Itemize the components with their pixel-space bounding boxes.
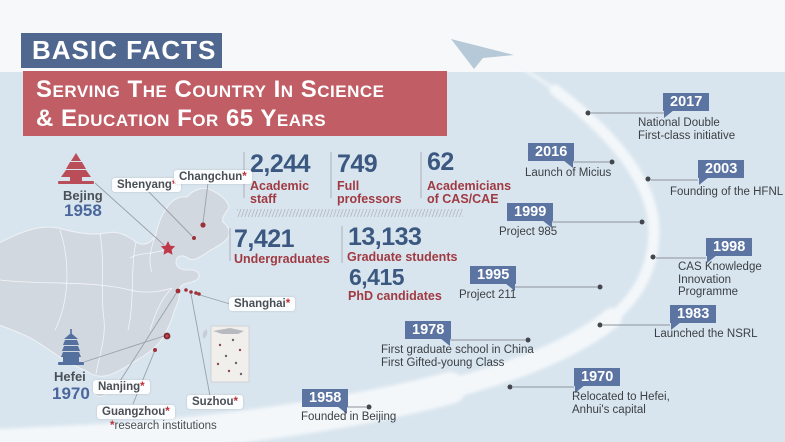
- divider: [420, 152, 422, 198]
- city-name: Shanghai: [234, 298, 286, 310]
- city-name: Suzhou: [192, 396, 234, 408]
- city-label-suzhou: Suzhou*: [187, 395, 244, 409]
- campus-year-hefei: 1970: [52, 384, 90, 403]
- map-connectors: [83, 182, 231, 405]
- pagoda-icon-hefei: [58, 329, 84, 365]
- timeline-badge-1999: 1999: [507, 203, 554, 228]
- map-footnote: *research institutions: [110, 420, 217, 432]
- map-dots: [153, 222, 206, 352]
- asterisk: *: [110, 420, 115, 432]
- city-label-changchun: Changchun*: [174, 170, 252, 184]
- arrow-icon: [451, 39, 514, 69]
- inset-map: [210, 325, 250, 383]
- stat-full-professors-label: Full professors: [337, 179, 402, 206]
- timeline-desc-1978: First graduate school in China First Gif…: [381, 344, 534, 369]
- city-label-shenyang: Shenyang*: [112, 178, 182, 192]
- city-name: Shenyang: [117, 179, 172, 191]
- timeline-badge-1958: 1958: [302, 389, 349, 414]
- timeline-desc-1970: Relocated to Hefei, Anhui's capital: [572, 391, 670, 416]
- city-name: Guangzhou: [102, 406, 166, 418]
- timeline-badge-1978: 1978: [405, 321, 452, 346]
- stat-phd-candidates-label: PhD candidates: [348, 289, 442, 303]
- city-label-nanjing: Nanjing*: [93, 380, 150, 394]
- timeline-badge-1998: 1998: [706, 238, 753, 263]
- asterisk: *: [285, 298, 291, 310]
- pagoda-icon-beijing: [58, 153, 94, 184]
- page-subtitle: Serving The Country In Science & Educati…: [23, 71, 447, 136]
- province-borders: [0, 229, 173, 375]
- city-name: Nanjing: [98, 381, 141, 393]
- timeline-badge-1983: 1983: [670, 305, 717, 330]
- asterisk: *: [165, 406, 170, 418]
- campus-label-bejing: Bejing: [63, 188, 103, 203]
- timeline-desc-2017: National Double First-class initiative: [638, 117, 736, 142]
- timeline-desc-1998: CAS Knowledge Innovation Programme: [678, 261, 762, 298]
- stat-undergraduates-value: 7,421: [234, 225, 295, 253]
- divider: [229, 228, 231, 261]
- asterisk: *: [233, 396, 239, 408]
- timeline-desc-1999: Project 985: [499, 226, 558, 238]
- star-icon-beijing: [160, 241, 176, 255]
- timeline-desc-1995: Project 211: [459, 289, 517, 301]
- timeline-badge-1970: 1970: [574, 368, 621, 393]
- asterisk: *: [242, 171, 247, 183]
- hatched-divider: [237, 209, 463, 217]
- stat-academic-staff-value: 2,244: [250, 150, 311, 178]
- timeline-desc-1958: Founded in Beijing: [301, 411, 397, 423]
- campus-year-bejing: 1958: [64, 201, 102, 220]
- campus-label-hefei: Hefei: [54, 369, 86, 384]
- stat-phd-candidates-value: 6,415: [349, 264, 405, 290]
- asterisk: *: [171, 179, 177, 191]
- stat-academicians-label: Academicians of CAS/CAE: [427, 179, 512, 206]
- stat-undergraduates-label: Undergraduates: [234, 252, 330, 266]
- timeline-badge-2003: 2003: [698, 160, 745, 185]
- page-title: BASIC FACTS: [21, 33, 222, 68]
- timeline-desc-2016: Launch of Micius: [525, 167, 612, 179]
- timeline-badge-2017: 2017: [663, 93, 710, 118]
- city-label-guangzhou: Guangzhou*: [97, 405, 175, 419]
- timeline-desc-2003: Founding of the HFNL: [670, 186, 784, 198]
- stat-academic-staff-label: Academic staff: [250, 179, 310, 206]
- stat-graduate-students-value: 13,133: [348, 223, 422, 251]
- footnote-text: research institutions: [114, 420, 217, 432]
- coast-island: [202, 329, 208, 339]
- stat-academicians-value: 62: [427, 148, 454, 176]
- timeline-connectors: [342, 112, 706, 408]
- swoosh-trail: [0, 57, 660, 442]
- asterisk: *: [140, 381, 145, 393]
- timeline-dots: [366, 110, 656, 410]
- timeline-desc-1983: Launched the NSRL: [654, 328, 758, 340]
- city-name: Changchun: [179, 171, 243, 183]
- timeline-badge-1995: 1995: [470, 266, 517, 291]
- stat-full-professors-value: 749: [337, 150, 378, 178]
- city-label-shanghai: Shanghai*: [229, 297, 296, 311]
- timeline-badge-2016: 2016: [528, 143, 575, 168]
- divider: [341, 226, 343, 263]
- china-map: [0, 187, 230, 397]
- stat-graduate-students-label: Graduate students: [347, 250, 458, 264]
- divider: [330, 152, 332, 198]
